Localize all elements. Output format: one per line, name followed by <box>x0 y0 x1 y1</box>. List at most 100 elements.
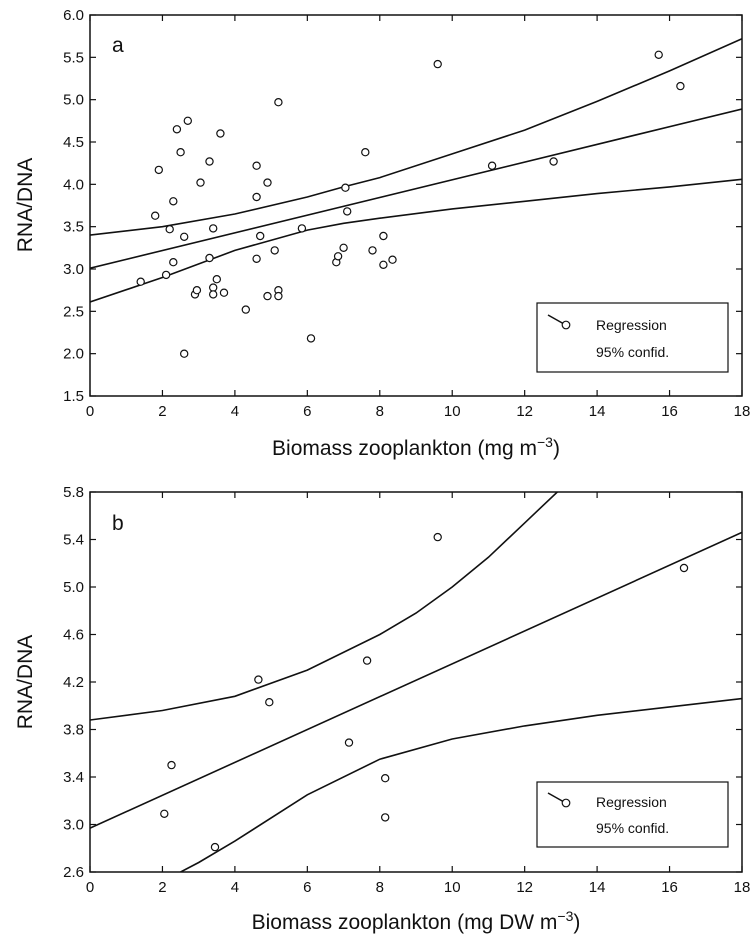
legend-marker-a <box>561 320 571 330</box>
data-point <box>179 349 189 358</box>
y-tick-label: 3.5 <box>63 219 84 236</box>
plot-frame-a <box>89 14 743 397</box>
data-point <box>274 291 283 301</box>
legend-line-a <box>547 314 565 325</box>
data-point <box>381 774 390 783</box>
data-point <box>169 258 178 267</box>
data-point <box>263 291 272 301</box>
data-point <box>339 243 348 252</box>
x-axis-title-b: Biomass zooplankton (mg DW m−3) <box>252 908 581 934</box>
x-tick-label: 10 <box>444 879 461 896</box>
data-point <box>679 563 689 573</box>
legend-regression-a: Regression <box>596 317 667 333</box>
data-point <box>154 165 163 175</box>
data-point <box>379 231 388 241</box>
data-point <box>343 207 352 216</box>
x-tick-label: 18 <box>734 403 751 420</box>
data-point <box>433 59 442 69</box>
data-point <box>274 97 283 107</box>
data-point <box>265 698 274 707</box>
y-tick-label: 3.0 <box>63 261 84 278</box>
panel-a: 0 2 4 6 8 10 12 14 16 18 1.5 2.0 2.5 3.0 3.5 4.0 4.5 5.0… <box>14 7 750 460</box>
y-tick-label: 5.0 <box>63 579 84 596</box>
data-point <box>379 260 388 269</box>
data-point <box>252 161 261 170</box>
x-tick-label: 2 <box>158 403 166 420</box>
y-tick-label: 5.4 <box>63 532 84 549</box>
x-tick-label: 8 <box>376 879 384 896</box>
x-axis-title-a: Biomass zooplankton (mg m−3) <box>272 434 560 460</box>
curves-a <box>90 37 742 303</box>
x-axis-title-a-main: Biomass zooplankton (mg m <box>272 437 537 460</box>
data-point <box>676 81 685 91</box>
data-point <box>165 224 174 234</box>
points-a <box>136 50 685 358</box>
regression-line-b <box>90 531 742 829</box>
y-tick-label: 4.5 <box>63 134 84 151</box>
confidence-lower-b <box>180 697 742 872</box>
x-tick-label: 18 <box>734 879 751 896</box>
data-point <box>361 147 370 157</box>
y-tick-label: 1.5 <box>63 388 84 405</box>
data-point <box>150 211 160 220</box>
data-point <box>263 178 272 187</box>
legend-confid-b: 95% confid. <box>596 820 669 836</box>
y-tick-label: 4.6 <box>63 627 84 644</box>
y-tick-label: 4.0 <box>63 176 84 193</box>
y-tick-label: 3.0 <box>63 817 84 834</box>
data-point <box>241 305 250 314</box>
legend-box-a <box>536 302 729 373</box>
data-point <box>179 232 189 241</box>
y-tick-label: 5.5 <box>63 49 84 66</box>
confidence-upper-b <box>90 492 558 721</box>
xticks-b: 0 2 4 6 8 10 12 14 16 18 <box>86 492 751 896</box>
legend-b: Regression 95% confid. <box>536 781 729 848</box>
data-point <box>208 224 218 233</box>
x-tick-label: 16 <box>661 403 678 420</box>
panel-letter-a: a <box>112 34 124 57</box>
data-point <box>306 334 316 343</box>
y-tick-label: 5.0 <box>63 92 84 109</box>
confidence-lower-a <box>90 178 742 303</box>
data-point <box>270 246 279 255</box>
panel-letter-b: b <box>112 512 124 535</box>
data-point <box>183 116 192 126</box>
data-point <box>208 283 218 292</box>
x-axis-title-a-sup: −3 <box>537 434 553 450</box>
data-point <box>487 161 497 170</box>
data-point <box>172 125 182 134</box>
curves-b <box>90 492 742 872</box>
data-point <box>256 231 265 241</box>
x-tick-label: 10 <box>444 403 461 420</box>
yticks-b: 2.6 3.0 3.4 3.8 4.2 4.6 5.0 5.4 5.8 <box>63 484 742 881</box>
data-point <box>341 183 350 192</box>
y-tick-label: 2.5 <box>63 303 84 320</box>
panel-b: 0 2 4 6 8 10 12 14 16 18 2.6 3.0 3.4 3.8 4.2 4.6 5.0 5.4… <box>14 484 750 934</box>
data-point <box>388 255 397 264</box>
data-point <box>160 809 169 819</box>
y-tick-label: 2.6 <box>63 864 84 881</box>
legend-marker-b <box>561 798 571 808</box>
data-point <box>219 288 229 297</box>
data-point <box>167 760 176 770</box>
data-point <box>433 532 442 542</box>
y-tick-label: 5.8 <box>63 484 84 501</box>
x-axis-title-a-suffix: ) <box>553 437 560 460</box>
data-point <box>169 197 178 206</box>
data-point <box>549 157 558 166</box>
x-tick-label: 12 <box>516 403 533 420</box>
data-point <box>208 290 218 299</box>
y-tick-label: 3.8 <box>63 722 84 739</box>
x-axis-title-b-suffix: ) <box>573 911 580 934</box>
legend-regression-b: Regression <box>596 794 667 810</box>
y-tick-label: 2.0 <box>63 346 84 363</box>
legend-confid-a: 95% confid. <box>596 344 669 360</box>
points-b <box>160 532 689 852</box>
data-point <box>176 147 185 157</box>
data-point <box>212 275 221 284</box>
x-tick-label: 16 <box>661 879 678 896</box>
data-point <box>192 286 202 295</box>
y-tick-label: 3.4 <box>63 769 84 786</box>
regression-line-a <box>90 108 742 269</box>
x-tick-label: 6 <box>303 879 311 896</box>
